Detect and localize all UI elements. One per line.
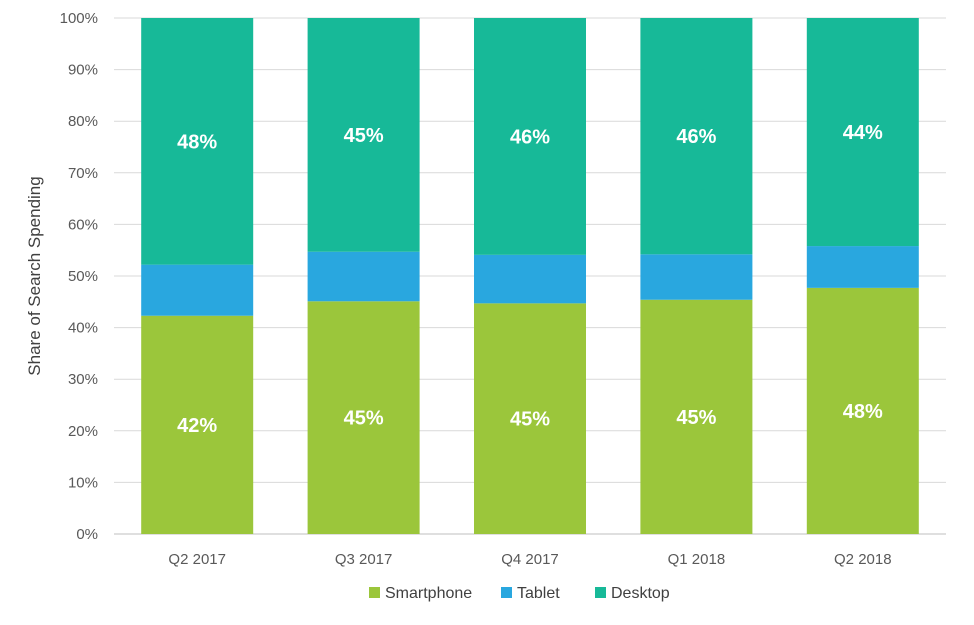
bar-segment-desktop bbox=[474, 18, 586, 255]
data-label-smartphone: 45% bbox=[344, 408, 384, 430]
y-tick-label: 10% bbox=[68, 474, 98, 491]
bar-segment-smartphone bbox=[806, 287, 919, 534]
data-label-smartphone: 48% bbox=[843, 401, 883, 423]
bar-segment-smartphone bbox=[141, 315, 254, 534]
data-label-smartphone: 45% bbox=[510, 409, 550, 431]
bar-segment-tablet bbox=[806, 246, 919, 288]
legend: Smartphone Tablet Desktop bbox=[369, 585, 670, 602]
bar-segment-smartphone bbox=[307, 301, 420, 534]
bar-segment-desktop bbox=[640, 18, 753, 255]
bar-segment-tablet bbox=[474, 254, 586, 304]
y-tick-label: 60% bbox=[68, 216, 98, 233]
bar-segment-desktop bbox=[307, 18, 420, 252]
y-axis-ticks: 0% 10% 20% 30% 40% 50% 60% 70% 80% 90% 100% bbox=[60, 10, 98, 543]
bar-segment-smartphone bbox=[640, 299, 753, 534]
data-label-desktop: 45% bbox=[344, 125, 384, 147]
data-label-desktop: 44% bbox=[843, 122, 883, 144]
x-tick-label: Q3 2017 bbox=[335, 551, 393, 568]
bar-segment-tablet bbox=[640, 254, 753, 300]
bars bbox=[141, 18, 919, 534]
data-label-desktop: 46% bbox=[510, 126, 550, 148]
legend-swatch-smartphone bbox=[369, 587, 380, 598]
x-axis-ticks: Q2 2017 Q3 2017 Q4 2017 Q1 2018 Q2 2018 bbox=[168, 551, 891, 568]
legend-label-desktop: Desktop bbox=[611, 585, 670, 602]
bar-segment-desktop bbox=[141, 18, 254, 265]
y-tick-label: 100% bbox=[60, 10, 98, 27]
x-tick-label: Q4 2017 bbox=[501, 551, 559, 568]
legend-swatch-desktop bbox=[595, 587, 606, 598]
bar-segment-tablet bbox=[141, 264, 254, 316]
data-label-smartphone: 42% bbox=[177, 415, 217, 437]
bar-segment-smartphone bbox=[474, 303, 586, 534]
y-tick-label: 90% bbox=[68, 62, 98, 79]
y-tick-label: 20% bbox=[68, 423, 98, 440]
legend-swatch-tablet bbox=[501, 587, 512, 598]
y-tick-label: 30% bbox=[68, 371, 98, 388]
bar-segment-desktop bbox=[806, 18, 919, 247]
y-axis-title: Share of Search Spending bbox=[25, 176, 44, 375]
x-tick-label: Q2 2018 bbox=[834, 551, 892, 568]
x-tick-label: Q1 2018 bbox=[668, 551, 726, 568]
data-label-desktop: 48% bbox=[177, 131, 217, 153]
bar-segment-tablet bbox=[307, 251, 420, 302]
data-labels: 42% 48% 45% 45% 45% 46% 45% 46% 48% 44% bbox=[177, 122, 883, 437]
y-tick-label: 50% bbox=[68, 268, 98, 285]
legend-label-tablet: Tablet bbox=[517, 585, 560, 602]
data-label-desktop: 46% bbox=[676, 126, 716, 148]
legend-label-smartphone: Smartphone bbox=[385, 585, 472, 602]
y-tick-label: 40% bbox=[68, 320, 98, 337]
x-tick-label: Q2 2017 bbox=[168, 551, 226, 568]
y-tick-label: 0% bbox=[76, 526, 98, 543]
data-label-smartphone: 45% bbox=[676, 407, 716, 429]
y-tick-label: 80% bbox=[68, 113, 98, 130]
y-tick-label: 70% bbox=[68, 165, 98, 182]
